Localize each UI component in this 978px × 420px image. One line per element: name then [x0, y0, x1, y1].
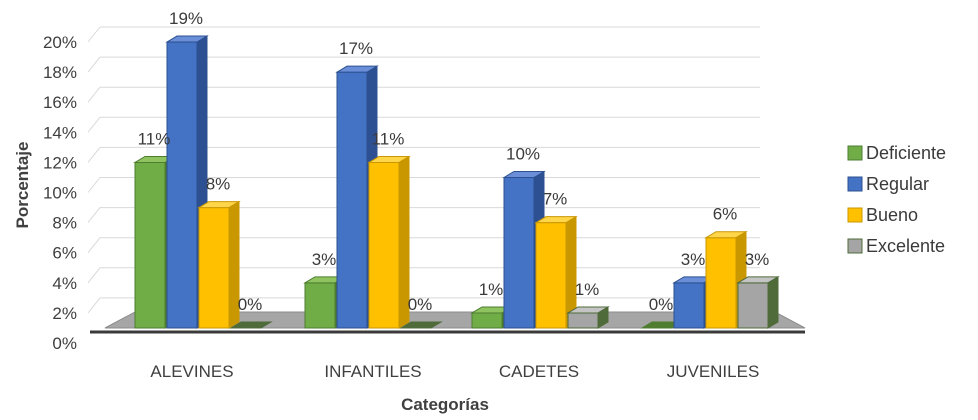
legend-swatch [847, 207, 863, 223]
bar-excelente-alevines [229, 321, 273, 329]
bar-excelente-infantiles [399, 321, 443, 329]
data-label: 3% [681, 250, 706, 269]
bar-top [704, 231, 748, 239]
bar-bueno-alevines [197, 200, 241, 329]
bar-front [304, 282, 336, 329]
data-label: 11% [138, 129, 171, 148]
bar-front [134, 161, 166, 329]
y-tick-label: 6% [52, 244, 77, 263]
data-label: 19% [169, 9, 203, 28]
bar-front [198, 207, 230, 329]
bar-side [767, 275, 779, 329]
y-tick-label: 12% [43, 153, 77, 172]
y-tick-label: 18% [43, 63, 77, 82]
legend-swatch [847, 238, 863, 254]
bar-top [335, 65, 379, 73]
y-tick-label: 4% [52, 274, 77, 293]
gridline-depth [87, 177, 101, 193]
legend-label: Excelente [866, 236, 945, 256]
bars [133, 35, 780, 329]
gridline-depth [87, 26, 101, 43]
gridline-depth [87, 207, 101, 223]
bar-front [368, 161, 400, 329]
bar-front [737, 282, 769, 329]
data-label: 6% [713, 205, 738, 224]
bar-bueno-cadetes [534, 215, 578, 329]
gridline-depth [87, 86, 101, 103]
gridline-depth [87, 56, 101, 73]
data-label: 10% [506, 145, 540, 164]
data-label: 1% [479, 280, 504, 299]
legend-item-regular: Regular [847, 174, 929, 194]
y-tick-label: 14% [43, 123, 77, 142]
gridline-depth [87, 116, 101, 133]
gridline-depth [87, 237, 101, 254]
gridline-depth [87, 297, 101, 314]
bar-front [673, 282, 705, 329]
data-label: 3% [312, 250, 337, 269]
x-tick-label: JUVENILES [667, 362, 760, 381]
bar-front [705, 237, 737, 329]
y-tick-label: 16% [43, 93, 77, 112]
data-label: 3% [745, 250, 770, 269]
legend-item-bueno: Bueno [847, 205, 918, 225]
bar-top [736, 276, 780, 284]
legend: Deficiente Regular Bueno Excelente [847, 143, 946, 256]
bar-top [165, 35, 209, 43]
data-label: 0% [649, 295, 674, 314]
legend-label: Deficiente [866, 143, 946, 163]
data-label: 11% [372, 129, 405, 148]
data-label: 7% [543, 190, 568, 209]
bar-top [566, 306, 610, 314]
data-label: 8% [206, 175, 231, 194]
data-labels: 11% 3% 1% 0% 19% 17% 10% 3% 8% 11% 7% 6% 0% 0% 1% 3% [138, 9, 770, 314]
x-tick-label: ALEVINES [150, 362, 233, 381]
data-label: 17% [339, 39, 373, 58]
bar-top [502, 171, 546, 178]
bar-top [197, 201, 241, 209]
data-label: 1% [575, 280, 600, 299]
legend-item-deficiente: Deficiente [847, 143, 946, 163]
legend-label: Regular [866, 174, 929, 194]
data-label: 0% [408, 295, 433, 314]
bar-excelente-cadetes [566, 306, 610, 329]
bar-top [399, 321, 443, 329]
x-axis-ticks: ALEVINES INFANTILES CADETES JUVENILES [150, 362, 759, 381]
y-tick-label: 8% [52, 214, 77, 233]
bar-front [471, 312, 503, 329]
bar-top [229, 321, 273, 329]
y-tick-label: 0% [52, 334, 77, 353]
gridline-depth [87, 147, 101, 163]
x-tick-label: CADETES [499, 362, 579, 381]
bar-bueno-infantiles [367, 155, 411, 329]
bar-front [166, 41, 198, 329]
legend-swatch [847, 176, 863, 192]
legend-item-excelente: Excelente [847, 236, 945, 256]
x-axis-title: Categorías [401, 395, 489, 414]
y-tick-label: 20% [43, 33, 77, 52]
bar-excelente-juveniles [736, 275, 780, 329]
legend-label: Bueno [866, 205, 918, 225]
gridline-depth [87, 267, 101, 284]
bar-top [367, 155, 411, 163]
bar-front [336, 71, 368, 329]
bar-top [534, 216, 578, 224]
y-tick-label: 2% [52, 304, 77, 323]
data-label: 0% [238, 295, 263, 314]
legend-swatch [847, 145, 863, 161]
y-axis-ticks: 0% 2% 4% 6% 8% 10% 12% 14% 16% 18% 20% [43, 33, 77, 353]
bar-front [535, 222, 567, 329]
bar-front [567, 312, 599, 329]
y-axis-title: Porcentaje [13, 142, 32, 229]
bar-front [503, 177, 535, 329]
y-tick-label: 10% [43, 184, 77, 203]
x-tick-label: INFANTILES [324, 362, 421, 381]
